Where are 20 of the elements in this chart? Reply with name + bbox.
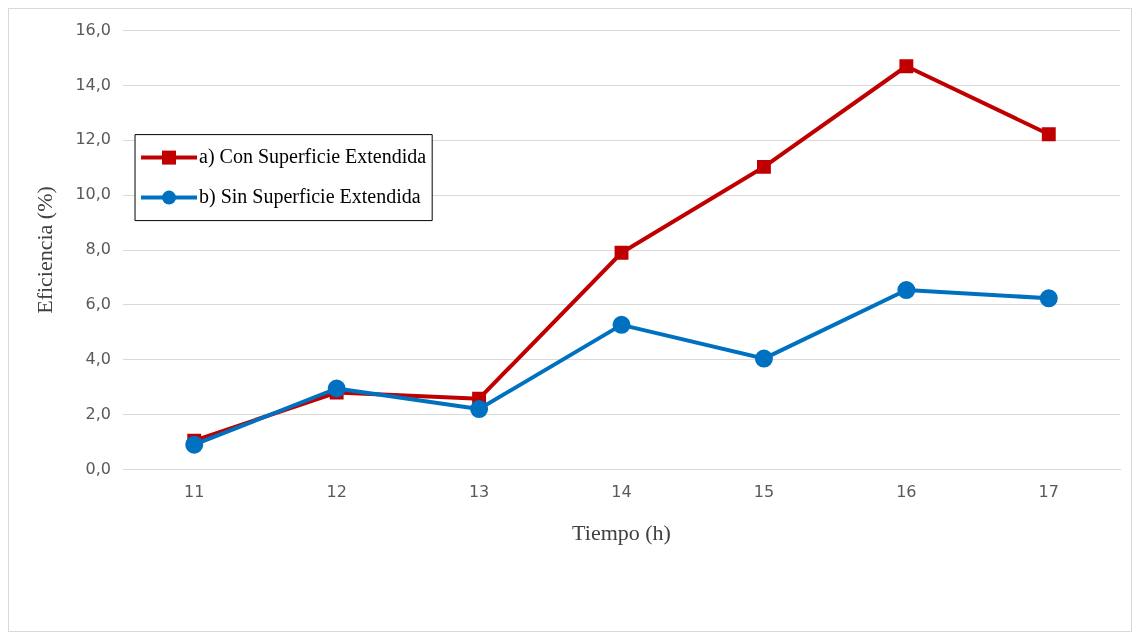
y-tick-label: 6,0 [85, 294, 112, 314]
x-tick-label: 15 [753, 482, 775, 502]
x-axis-title: Tiempo (h) [572, 519, 671, 545]
y-tick-label: 0,0 [85, 458, 112, 478]
y-tick-label: 14,0 [75, 74, 112, 94]
y-tick-label: 4,0 [85, 348, 112, 368]
y-tick-label: 16,0 [75, 19, 112, 39]
x-tick-label: 12 [326, 482, 347, 502]
y-axis-title: Eficiencia (%) [31, 186, 57, 314]
legend-label: b) Sin Superficie Extendida [199, 184, 421, 208]
x-tick-label: 16 [896, 482, 917, 502]
y-tick-label: 10,0 [75, 184, 112, 204]
y-tick-label: 8,0 [85, 239, 112, 259]
x-tick-label: 13 [468, 482, 490, 502]
y-tick-label: 12,0 [75, 129, 112, 149]
y-tick-label: 2,0 [85, 403, 112, 423]
x-tick-label: 17 [1038, 482, 1059, 502]
x-tick-label: 11 [184, 482, 205, 502]
legend-label: a) Con Superficie Extendida [199, 144, 427, 168]
x-tick-label: 14 [611, 482, 632, 502]
